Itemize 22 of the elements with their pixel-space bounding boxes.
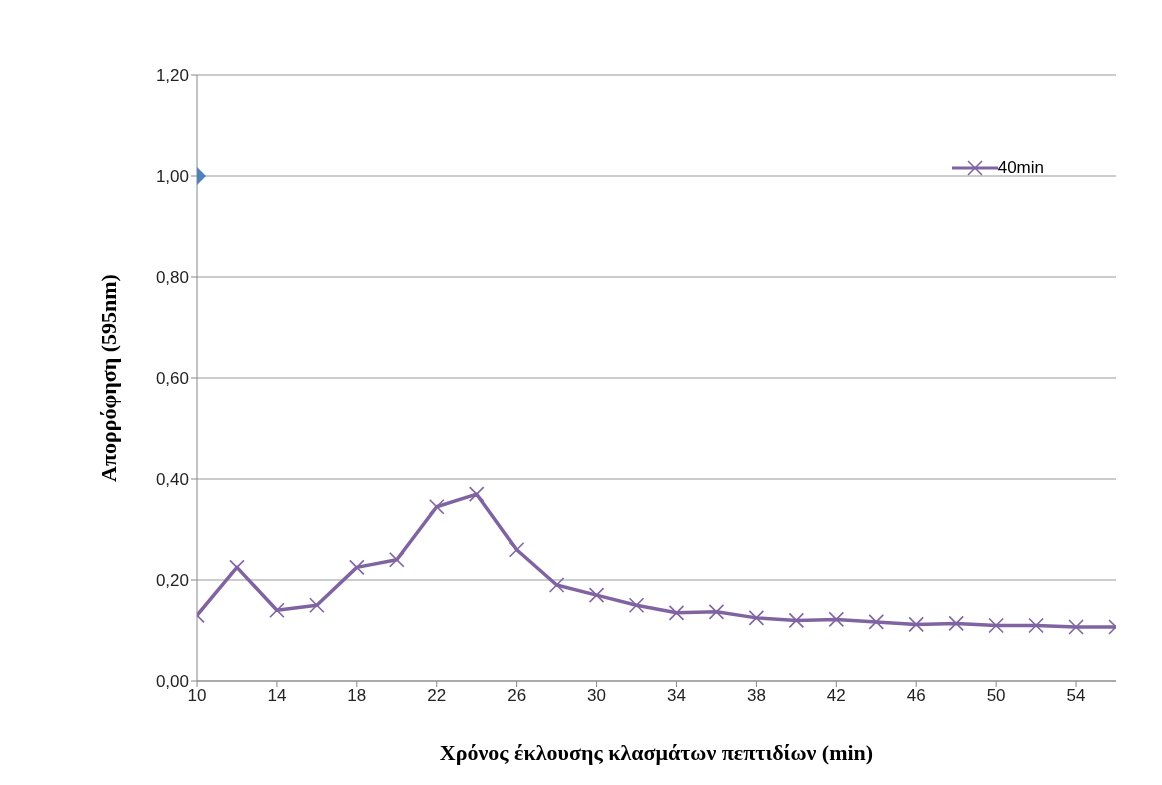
y-tick-label: 0,80 [155, 268, 189, 288]
x-tick-label: 10 [187, 686, 207, 706]
x-tick-label: 14 [267, 686, 287, 706]
x-tick-label: 54 [1066, 686, 1086, 706]
x-tick-label: 18 [347, 686, 367, 706]
y-tick-label: 1,20 [155, 66, 189, 86]
x-tick-label: 22 [427, 686, 447, 706]
y-tick-label: 0,00 [155, 672, 189, 692]
x-tick-label: 46 [906, 686, 926, 706]
x-tick-label: 34 [667, 686, 686, 706]
x-tick-label: 26 [507, 686, 527, 706]
y-tick-label: 1,00 [155, 167, 189, 187]
legend-label: 40min [997, 158, 1044, 178]
x-tick-label: 30 [587, 686, 607, 706]
y-axis-title: Απορρόφηση (595nm) [95, 274, 121, 482]
y-tick-label: 0,60 [155, 369, 189, 389]
y-tick-label: 0,40 [155, 470, 189, 490]
x-tick-label: 38 [746, 686, 766, 706]
x-tick-label: 42 [826, 686, 846, 706]
y-tick-label: 0,20 [155, 571, 189, 591]
x-axis-title: Χρόνος έκλουσης κλασμάτων πεπτιδίων (min) [439, 740, 874, 765]
x-tick-label: 50 [986, 686, 1006, 706]
